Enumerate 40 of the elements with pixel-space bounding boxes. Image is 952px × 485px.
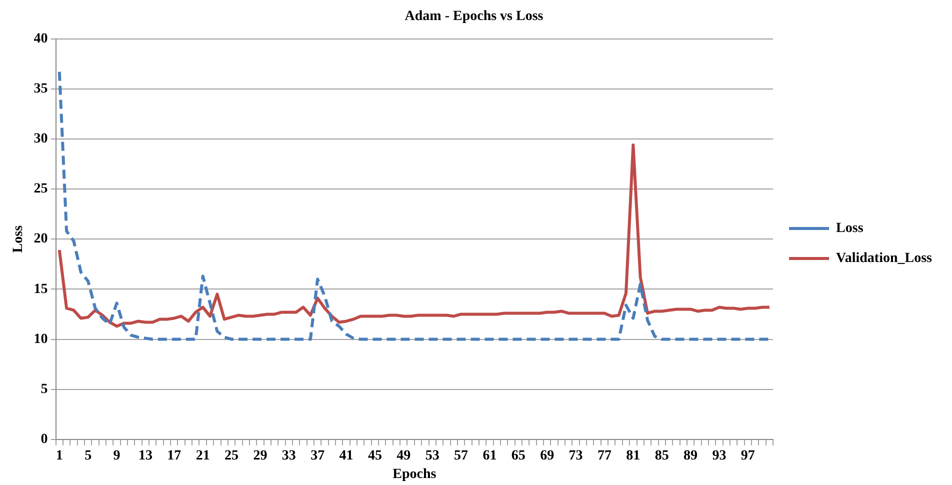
- x-tick-label: 93: [712, 448, 726, 464]
- x-tick-label: 81: [626, 448, 640, 464]
- y-tick-label: 40: [34, 31, 48, 46]
- y-tick-label: 0: [40, 432, 48, 448]
- legend-label: Validation_Loss: [836, 251, 933, 266]
- x-axis-title: Epochs: [392, 467, 437, 482]
- legend-label: Loss: [836, 221, 864, 236]
- x-tick-label: 37: [310, 448, 325, 464]
- line-series: [58, 70, 771, 341]
- x-tick-label: 1: [56, 448, 63, 464]
- y-tick-label: 30: [34, 132, 48, 147]
- x-tick-label: 57: [454, 448, 468, 464]
- x-tick-label: 45: [368, 448, 382, 464]
- chart-title: Adam - Epochs vs Loss: [404, 9, 544, 24]
- y-tick-label: 15: [34, 282, 48, 297]
- x-tick-label: 9: [113, 448, 120, 464]
- x-tick-label: 17: [167, 448, 182, 464]
- x-tick-label: 89: [684, 448, 698, 464]
- y-axis-title: Loss: [11, 224, 26, 253]
- x-tick-label: 53: [425, 448, 440, 464]
- y-tick-label: 5: [40, 382, 48, 397]
- x-tick-label: 73: [568, 448, 583, 464]
- x-tick-label: 97: [740, 448, 755, 464]
- x-tick-label: 49: [396, 448, 411, 464]
- y-tick-label: 20: [34, 232, 48, 247]
- x-tick-label: 33: [282, 448, 296, 464]
- x-tick-label: 69: [540, 448, 554, 464]
- x-tick-label: 85: [654, 448, 669, 464]
- x-tick-label: 61: [482, 448, 497, 464]
- x-tick-label: 41: [339, 448, 354, 464]
- y-tick-label: 10: [34, 332, 48, 347]
- x-tick-label: 65: [511, 448, 526, 464]
- x-tick-label: 5: [84, 448, 92, 464]
- y-tick-label: 25: [34, 182, 48, 197]
- y-tick-label: 35: [34, 81, 48, 96]
- x-tick-label: 29: [253, 448, 268, 464]
- x-tick-label: 25: [224, 448, 239, 464]
- x-tick-label: 21: [196, 448, 210, 464]
- x-tick-label: 77: [597, 448, 612, 464]
- x-tick-label: 13: [138, 448, 152, 464]
